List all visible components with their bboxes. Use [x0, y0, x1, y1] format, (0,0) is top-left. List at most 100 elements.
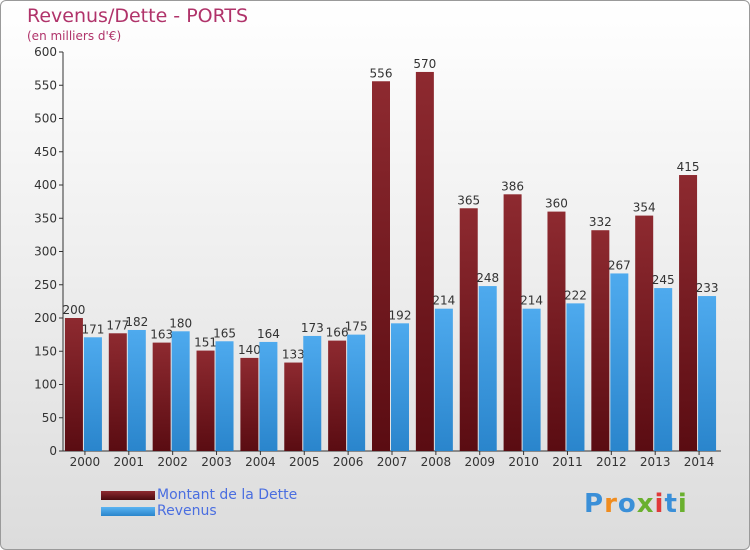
y-tick-label: 400 [34, 178, 57, 192]
y-tick-label: 300 [34, 245, 57, 259]
bar-debt [679, 175, 698, 451]
y-tick-label: 100 [34, 378, 57, 392]
legend-label-debt: Montant de la Dette [157, 487, 298, 503]
x-tick-label: 2000 [70, 455, 101, 469]
logo-letter: o [617, 489, 637, 519]
value-label-debt: 140 [238, 343, 261, 357]
legend: Montant de la Dette Revenus [101, 487, 297, 519]
x-tick-label: 2010 [508, 455, 539, 469]
x-tick-label: 2002 [157, 455, 188, 469]
x-tick-label: 2001 [114, 455, 145, 469]
bar-revenue [566, 303, 585, 451]
x-tick-label: 2012 [596, 455, 627, 469]
y-tick-label: 350 [34, 211, 57, 225]
logo-letter: t [664, 489, 678, 519]
value-label-debt: 360 [545, 197, 568, 211]
y-tick-label: 500 [34, 112, 57, 126]
value-label-revenue: 245 [652, 273, 675, 287]
bar-debt [372, 81, 390, 451]
bar-revenue [127, 329, 146, 451]
logo-letter: i [654, 489, 665, 519]
bar-debt [459, 208, 478, 451]
bar-revenue [698, 296, 717, 451]
bar-debt [284, 362, 303, 451]
logo-letter: i [677, 489, 688, 519]
value-label-debt: 332 [589, 215, 612, 229]
bar-debt [415, 71, 434, 451]
value-label-revenue: 214 [520, 294, 543, 308]
bar-revenue [610, 273, 629, 451]
legend-label-revenue: Revenus [157, 503, 217, 519]
legend-swatch-revenue [101, 506, 155, 516]
bar-revenue [478, 286, 497, 451]
bar-revenue [434, 308, 453, 451]
bar-revenue [83, 337, 102, 451]
value-label-revenue: 233 [696, 281, 719, 295]
value-label-debt: 556 [370, 66, 393, 80]
bar-revenue [654, 288, 673, 451]
value-label-revenue: 173 [301, 321, 324, 335]
bar-revenue [347, 334, 366, 451]
bar-debt [503, 194, 522, 451]
y-tick-label: 600 [34, 45, 57, 59]
bar-revenue [259, 341, 278, 451]
y-tick-label: 550 [34, 78, 57, 92]
value-label-revenue: 248 [476, 271, 499, 285]
y-tick-label: 50 [42, 411, 57, 425]
y-tick-label: 0 [49, 444, 57, 458]
x-tick-label: 2008 [421, 455, 452, 469]
value-label-revenue: 164 [257, 327, 280, 341]
value-label-debt: 177 [106, 318, 129, 332]
value-label-revenue: 165 [213, 326, 236, 340]
value-label-debt: 151 [194, 336, 217, 350]
y-tick-label: 450 [34, 145, 57, 159]
x-tick-label: 2007 [377, 455, 408, 469]
chart-subtitle: (en milliers d'€) [27, 29, 122, 43]
value-label-revenue: 267 [608, 258, 631, 272]
y-tick-label: 150 [34, 344, 57, 358]
bar-revenue [215, 341, 234, 451]
bar-revenue [391, 323, 409, 451]
value-label-debt: 570 [413, 57, 436, 71]
chart-title: Revenus/Dette - PORTS [27, 5, 249, 27]
logo-letter: r [604, 489, 618, 519]
value-label-revenue: 180 [169, 316, 192, 330]
bar-debt [152, 342, 171, 451]
value-label-revenue: 182 [125, 315, 148, 329]
value-label-debt: 133 [282, 348, 305, 362]
bar-debt [196, 350, 215, 451]
bar-revenue [522, 308, 541, 451]
x-tick-label: 2004 [245, 455, 276, 469]
bar-debt [240, 357, 259, 451]
value-label-debt: 163 [150, 328, 173, 342]
y-tick-label: 250 [34, 278, 57, 292]
logo-letter: P [584, 489, 605, 519]
y-tick-label: 200 [34, 311, 57, 325]
value-label-revenue: 214 [432, 294, 455, 308]
legend-item-debt: Montant de la Dette [101, 487, 297, 503]
bar-debt [547, 211, 566, 451]
bar-revenue [303, 335, 322, 451]
logo-letter: x [636, 489, 655, 519]
proxiti-logo: Proxiti [584, 489, 688, 519]
bar-debt [635, 215, 654, 451]
value-label-revenue: 175 [345, 320, 368, 334]
bar-debt [328, 340, 347, 451]
value-label-debt: 200 [62, 303, 85, 317]
x-tick-label: 2009 [464, 455, 495, 469]
value-label-revenue: 171 [81, 322, 104, 336]
x-tick-label: 2013 [640, 455, 671, 469]
value-label-debt: 415 [677, 160, 700, 174]
legend-swatch-debt [101, 490, 155, 500]
bar-revenue [171, 331, 190, 451]
x-tick-label: 2005 [289, 455, 320, 469]
value-label-debt: 166 [326, 326, 349, 340]
value-label-revenue: 222 [564, 288, 587, 302]
bar-debt [108, 333, 127, 451]
bar-debt [591, 230, 610, 451]
x-tick-label: 2011 [552, 455, 583, 469]
x-tick-label: 2003 [201, 455, 232, 469]
x-tick-label: 2006 [333, 455, 364, 469]
